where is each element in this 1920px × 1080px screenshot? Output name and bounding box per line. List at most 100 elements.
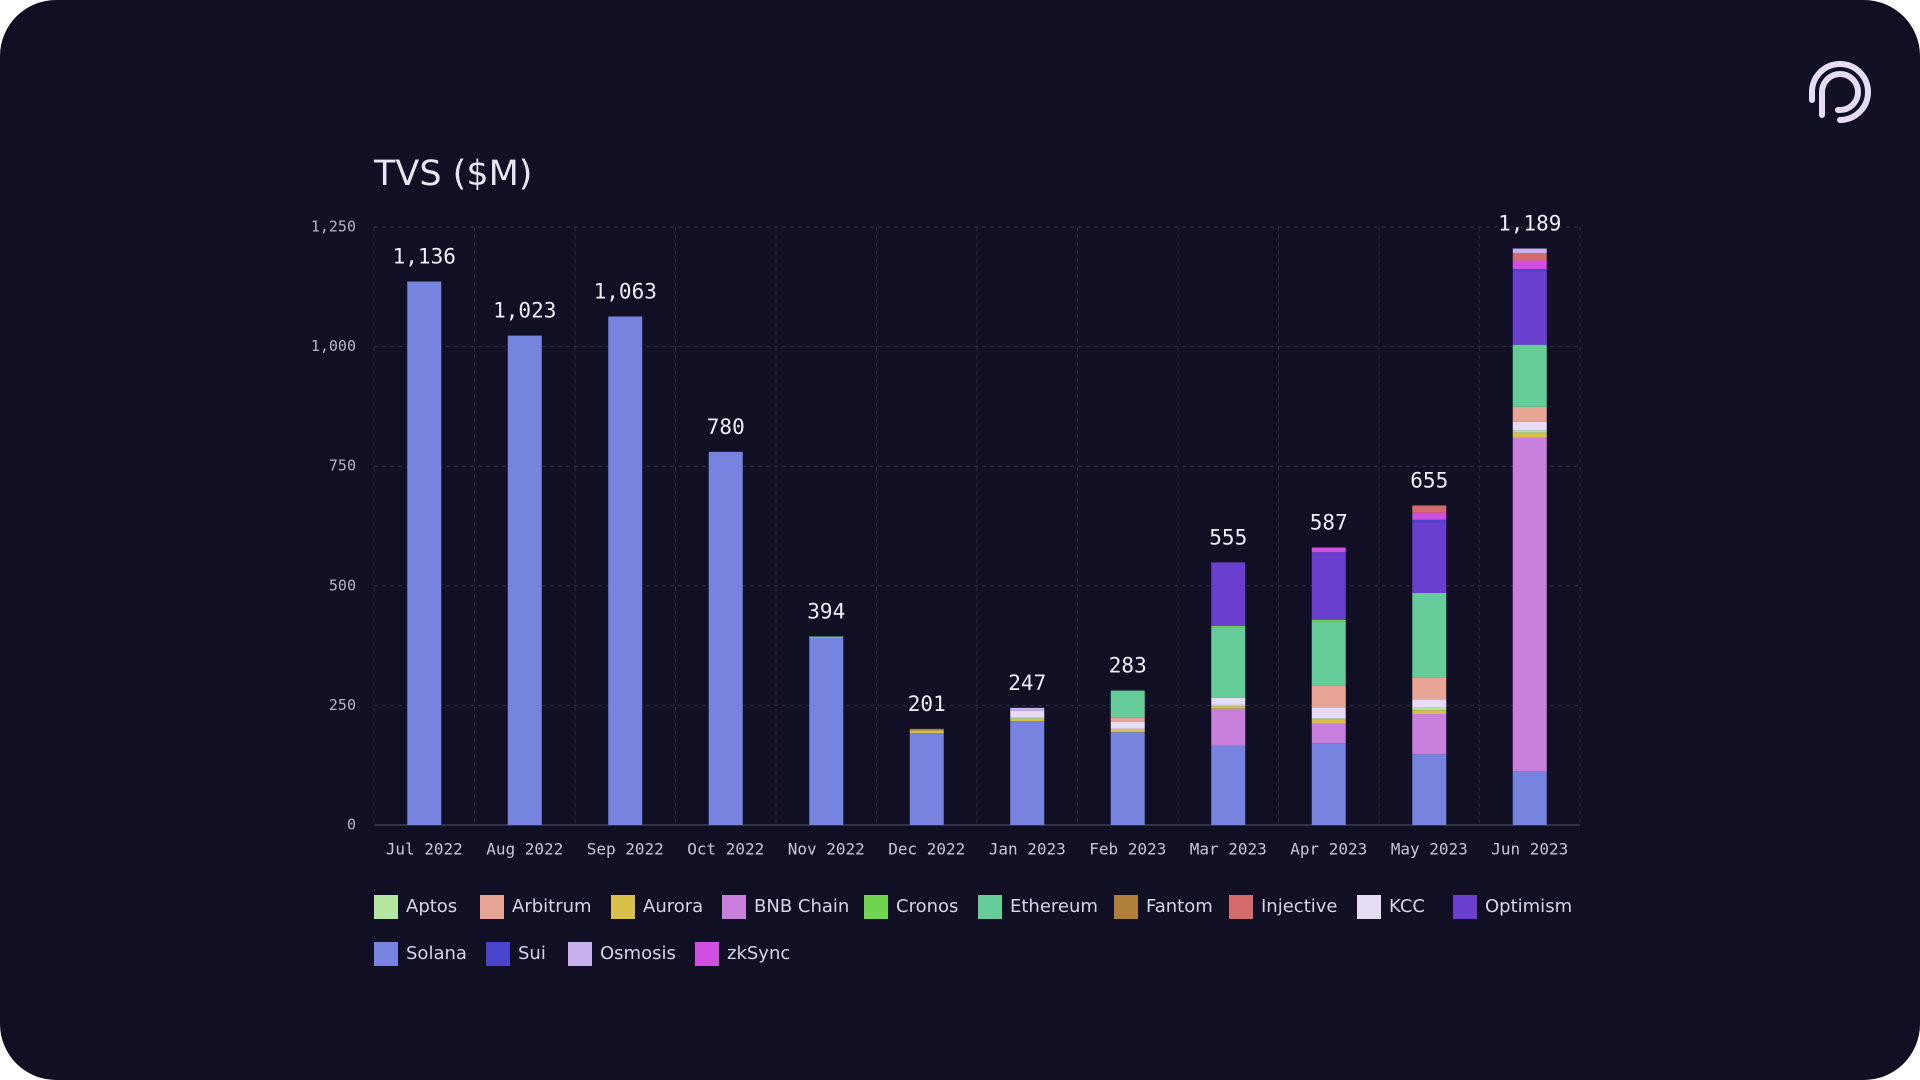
x-tick-label: Sep 2022 bbox=[587, 840, 664, 859]
bar-segment bbox=[1211, 706, 1246, 709]
total-label: 283 bbox=[1109, 654, 1147, 678]
legend-swatch bbox=[1357, 895, 1381, 919]
bar-segment bbox=[407, 281, 442, 825]
bar-segment bbox=[909, 733, 944, 825]
bar-segment bbox=[1010, 717, 1045, 719]
legend-label: Injective bbox=[1261, 896, 1337, 917]
bar-segment bbox=[1412, 754, 1447, 825]
bar-segment bbox=[1010, 707, 1045, 711]
bar-segment bbox=[1311, 685, 1346, 708]
bar-segment bbox=[608, 316, 643, 825]
legend-swatch bbox=[568, 942, 592, 966]
bar-segment bbox=[909, 728, 944, 731]
legend-label: Optimism bbox=[1485, 896, 1572, 917]
bar-segment bbox=[1211, 704, 1246, 707]
bar-segment bbox=[1110, 717, 1145, 722]
legend-label: Osmosis bbox=[600, 943, 676, 964]
bar-segment bbox=[1512, 432, 1547, 438]
total-label: 201 bbox=[908, 692, 946, 716]
legend-swatch bbox=[978, 895, 1002, 919]
bar-segment bbox=[1512, 248, 1547, 254]
bar-segment bbox=[1512, 430, 1547, 433]
bar-segment bbox=[1010, 718, 1045, 722]
bar-segment bbox=[1412, 522, 1447, 593]
bar-segment bbox=[708, 451, 743, 825]
legend-swatch bbox=[864, 895, 888, 919]
total-label: 655 bbox=[1410, 468, 1448, 492]
bar-segment bbox=[1311, 718, 1346, 720]
x-tick-label: Aug 2022 bbox=[486, 840, 563, 859]
legend-swatch bbox=[374, 895, 398, 919]
bar-segment bbox=[1412, 519, 1447, 523]
bar-segment bbox=[809, 636, 844, 638]
legend-label: Fantom bbox=[1146, 896, 1213, 917]
y-tick-label: 0 bbox=[347, 816, 356, 834]
bar-segment bbox=[809, 637, 844, 825]
legend-swatch bbox=[480, 895, 504, 919]
y-tick-label: 500 bbox=[329, 576, 356, 594]
bar-segment bbox=[1412, 512, 1447, 520]
bar-segment bbox=[1311, 547, 1346, 553]
bar-segment bbox=[1311, 743, 1346, 825]
bar-segment bbox=[1412, 714, 1447, 755]
bar-segment bbox=[1512, 406, 1547, 422]
bar-segment bbox=[1311, 621, 1346, 686]
bar-segment bbox=[1412, 677, 1447, 700]
logo bbox=[1809, 61, 1871, 123]
bar-segment bbox=[1512, 260, 1547, 270]
total-label: 587 bbox=[1310, 511, 1348, 535]
bar-segment bbox=[1512, 253, 1547, 261]
bar-segment bbox=[1211, 625, 1246, 628]
y-tick-label: 1,250 bbox=[311, 218, 356, 236]
x-tick-label: Jan 2023 bbox=[989, 840, 1066, 859]
x-tick-label: May 2023 bbox=[1391, 840, 1468, 859]
legend-swatch bbox=[486, 942, 510, 966]
total-label: 555 bbox=[1209, 525, 1247, 549]
bar-segment bbox=[1512, 771, 1547, 825]
bar-segment bbox=[1110, 728, 1145, 733]
bar-segment bbox=[1010, 721, 1045, 825]
bar-segment bbox=[1311, 719, 1346, 724]
y-tick-label: 750 bbox=[329, 457, 356, 475]
x-tick-label: Feb 2023 bbox=[1089, 840, 1166, 859]
x-tick-label: Nov 2022 bbox=[788, 840, 865, 859]
chart-title: TVS ($M) bbox=[373, 154, 532, 194]
y-tick-label: 250 bbox=[329, 696, 356, 714]
bar-segment bbox=[1211, 562, 1246, 626]
legend-label: Ethereum bbox=[1010, 896, 1098, 917]
bar-segment bbox=[1010, 710, 1045, 718]
bar-segment bbox=[1110, 732, 1145, 825]
total-label: 1,136 bbox=[393, 245, 456, 269]
total-label: 1,023 bbox=[493, 299, 556, 323]
x-tick-label: Mar 2023 bbox=[1190, 840, 1267, 859]
x-tick-label: Oct 2022 bbox=[687, 840, 764, 859]
bar-segment bbox=[1311, 707, 1346, 719]
bar-segment bbox=[1412, 710, 1447, 715]
bar-segment bbox=[1211, 697, 1246, 705]
bar-segment bbox=[1512, 271, 1547, 345]
x-tick-label: Jul 2022 bbox=[386, 840, 463, 859]
x-tick-label: Dec 2022 bbox=[888, 840, 965, 859]
legend-label: BNB Chain bbox=[754, 896, 849, 917]
legend-label: zkSync bbox=[727, 943, 790, 964]
legend-label: KCC bbox=[1389, 896, 1425, 917]
bar-segment bbox=[1211, 745, 1246, 825]
legend-label: Aurora bbox=[643, 896, 703, 917]
bar-segment bbox=[1512, 269, 1547, 272]
x-tick-label: Apr 2023 bbox=[1290, 840, 1367, 859]
y-tick-label: 1,000 bbox=[311, 337, 356, 355]
bar-segment bbox=[1311, 552, 1346, 620]
legend-swatch bbox=[374, 942, 398, 966]
legend-label: Cronos bbox=[896, 896, 958, 917]
bar-segment bbox=[1512, 437, 1547, 772]
bar-segment bbox=[1211, 708, 1246, 746]
legend-label: Arbitrum bbox=[512, 896, 592, 917]
total-label: 780 bbox=[707, 415, 745, 439]
bar-segment bbox=[909, 730, 944, 734]
bar-segment bbox=[1412, 592, 1447, 678]
total-label: 1,063 bbox=[594, 279, 657, 303]
legend-label: Aptos bbox=[406, 896, 457, 917]
x-tick-label: Jun 2023 bbox=[1491, 840, 1568, 859]
